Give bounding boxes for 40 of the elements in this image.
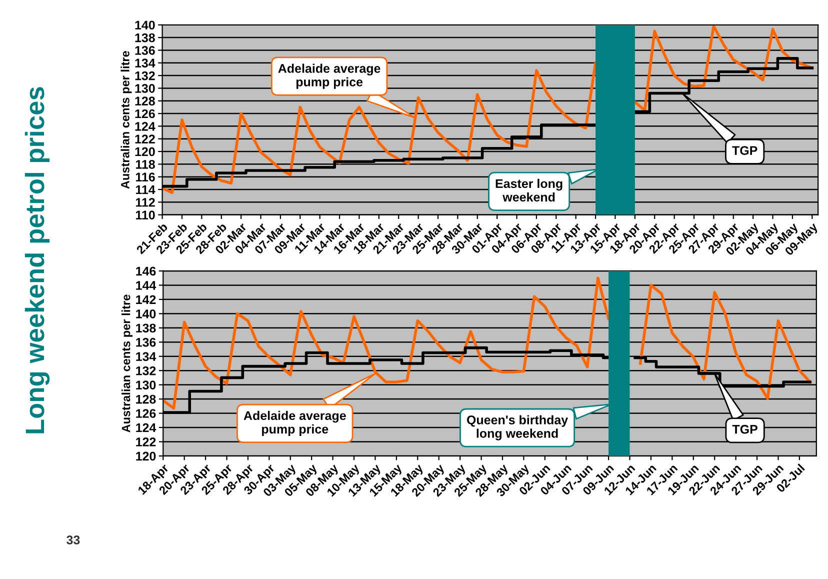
- y-tick-label: 140: [136, 309, 156, 318]
- y-tick-label: 144: [136, 281, 156, 290]
- y-tick-label: 136: [135, 46, 155, 55]
- y-tick-label: 116: [136, 172, 155, 182]
- y-tick-label: 124: [136, 423, 156, 432]
- text: Long weekend petrol prices: [24, 87, 50, 434]
- y-tick-label: 134: [136, 352, 156, 362]
- y-tick-label: 126: [135, 109, 155, 118]
- y-tick-label: 122: [136, 438, 156, 446]
- y-tick-label: 134: [135, 58, 156, 68]
- y-tick-label: 118: [136, 160, 155, 169]
- y-tick-label: 146: [136, 266, 156, 276]
- y-axis-title: Australian cents per litre: [120, 51, 132, 189]
- y-tick-label: 124: [135, 122, 156, 131]
- y-tick-label: 132: [135, 71, 155, 80]
- y-tick-label: 122: [135, 134, 155, 144]
- annotation: Adelaide average pump price: [278, 64, 380, 89]
- y-tick-label: 130: [136, 380, 156, 390]
- annotation: Adelaide average pump price: [244, 410, 346, 436]
- y-tick-label: 120: [135, 147, 155, 156]
- y-tick-label: 128: [135, 96, 155, 106]
- text: 33: [66, 536, 80, 544]
- annotation: TGP: [732, 424, 758, 434]
- y-tick-label: 128: [136, 394, 156, 404]
- band-label: Queen's birthday long weekend: [466, 415, 568, 440]
- annotation: TGP: [732, 146, 758, 155]
- y-tick-label: 138: [136, 324, 156, 333]
- y-tick-label: 126: [136, 409, 156, 418]
- y-tick-label: 140: [135, 20, 155, 30]
- y-tick-label: 132: [136, 366, 156, 376]
- y-tick-label: 136: [136, 338, 156, 347]
- y-tick-label: 112: [136, 198, 155, 207]
- y-tick-label: 138: [135, 33, 155, 42]
- y-tick-label: 130: [135, 84, 155, 93]
- band-label: Easter long weekend: [496, 178, 562, 202]
- y-tick-label: 114: [136, 185, 156, 194]
- y-tick-label: 120: [136, 452, 156, 461]
- y-tick-label: 142: [136, 295, 156, 304]
- y-axis-title: Australian cents per litre: [122, 294, 133, 432]
- y-tick-label: 110: [136, 210, 155, 220]
